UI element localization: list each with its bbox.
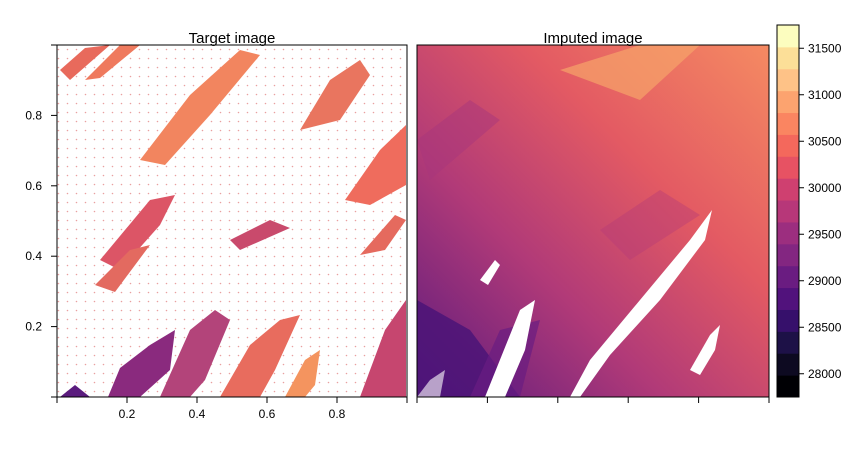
colorbar-swatch [777, 375, 799, 398]
imputed-x-axis [416, 397, 770, 403]
imputed-panel: Imputed image [416, 30, 770, 403]
colorbar-swatch [777, 25, 799, 48]
x-tick-label: 0.4 [189, 407, 206, 421]
colorbar-swatch [777, 178, 799, 201]
colorbar-swatch [777, 287, 799, 310]
colorbar-swatch [777, 353, 799, 376]
colorbar-tick-label: 30000 [808, 181, 842, 195]
imputed-water-holes [417, 210, 720, 397]
colorbar: 28000 28500 29000 29500 30000 30500 31000 31500 [776, 24, 842, 398]
colorbar-swatch [777, 90, 799, 114]
y-tick-label: 0.8 [25, 108, 42, 122]
colorbar-swatch [777, 156, 799, 179]
target-frame [56, 44, 408, 398]
colorbar-swatch [777, 68, 799, 92]
colorbar-swatch [777, 309, 799, 332]
x-tick-label: 0.6 [259, 407, 276, 421]
y-tick-label: 0.2 [25, 320, 42, 334]
y-tick-label: 0.6 [25, 179, 42, 193]
colorbar-axis: 28000 28500 29000 29500 30000 30500 31000 31500 [799, 41, 842, 381]
colorbar-swatch [777, 134, 799, 157]
colorbar-tick-label: 31000 [808, 88, 842, 102]
colorbar-swatch [777, 265, 799, 289]
colorbar-swatch [777, 200, 799, 223]
target-panel: Target image 0.2 0.4 0.6 0.8 0.2 0.4 0.6 0.8 [25, 30, 408, 421]
imputed-frame [416, 44, 770, 398]
colorbar-frame [776, 24, 800, 398]
colorbar-tick-label: 30500 [808, 134, 842, 148]
target-title: Target image [189, 30, 276, 47]
x-tick-label: 0.2 [119, 407, 136, 421]
colorbar-swatch [777, 112, 799, 135]
colorbar-tick-label: 28000 [808, 367, 842, 381]
imputed-title: Imputed image [543, 30, 642, 47]
colorbar-swatch [777, 46, 799, 70]
colorbar-swatch [777, 331, 799, 354]
target-patches [60, 45, 406, 397]
target-x-axis: 0.2 0.4 0.6 0.8 [56, 397, 408, 421]
y-tick-label: 0.4 [25, 249, 42, 263]
colorbar-tick-label: 28500 [808, 320, 842, 334]
colorbar-tick-label: 29500 [808, 227, 842, 241]
x-tick-label: 0.8 [329, 407, 346, 421]
colorbar-swatch [777, 221, 799, 245]
colorbar-tick-label: 29000 [808, 274, 842, 288]
colorbar-swatches [777, 25, 799, 398]
colorbar-swatch [777, 243, 799, 267]
target-y-axis: 0.2 0.4 0.6 0.8 [25, 44, 57, 398]
colorbar-tick-label: 31500 [808, 41, 842, 55]
